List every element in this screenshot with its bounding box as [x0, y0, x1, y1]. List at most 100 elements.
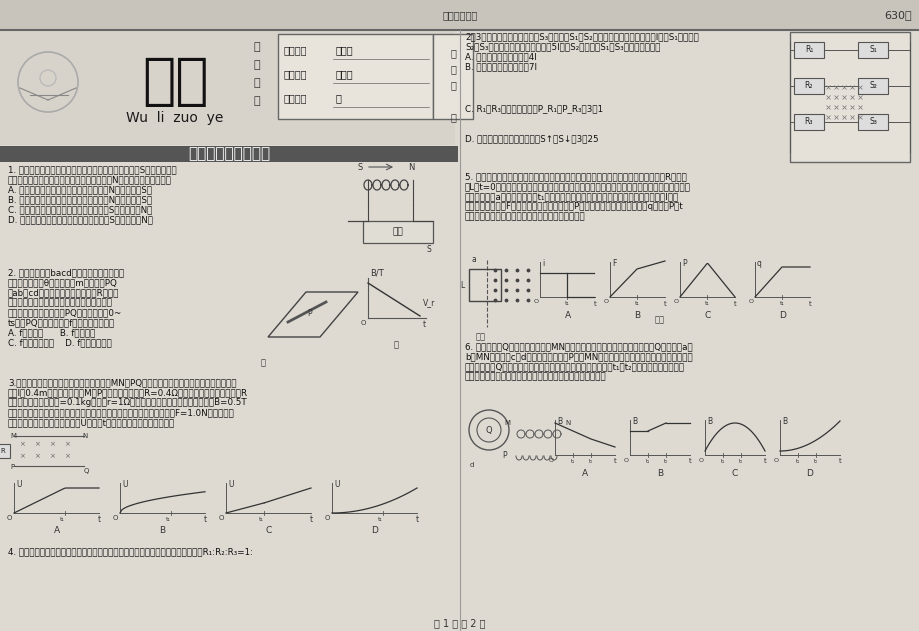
Text: U: U — [122, 480, 128, 489]
Text: B: B — [656, 469, 663, 478]
Bar — [363, 221, 433, 243]
Text: Q: Q — [84, 468, 89, 474]
Text: i: i — [541, 259, 544, 268]
Text: M: M — [504, 420, 509, 426]
Text: P: P — [502, 452, 506, 461]
Bar — [857, 42, 887, 58]
Text: S: S — [357, 163, 363, 172]
Text: S: S — [425, 245, 430, 254]
Text: ×: × — [64, 453, 70, 459]
Text: ×: × — [19, 453, 25, 459]
Text: O: O — [773, 458, 777, 463]
Text: N: N — [407, 163, 414, 172]
Bar — [433, 34, 472, 119]
Text: A: A — [53, 526, 60, 535]
Text: Wu  li  zuo  ye: Wu li zuo ye — [126, 111, 223, 125]
Text: t₂: t₂ — [664, 459, 667, 464]
Text: A. 闭合回路中感应电流为4I: A. 闭合回路中感应电流为4I — [464, 52, 536, 61]
Text: ×: × — [64, 441, 70, 447]
Text: O: O — [603, 299, 607, 304]
Text: t₁: t₁ — [704, 301, 709, 306]
Text: ts内，PQ受到的摩擦力f的变化情况可能是: ts内，PQ受到的摩擦力f的变化情况可能是 — [8, 319, 115, 327]
Text: 相距l＝0.4m，导轨的两个端M与P处用导线连接一个R=0.4Ω的电阻，现把电压表并联在R: 相距l＝0.4m，导轨的两个端M与P处用导线连接一个R=0.4Ω的电阻，现把电压… — [8, 388, 248, 397]
Text: 两端，导轨上放一质量=0.1kg，电阻r=1Ω的导体棒，整个装置处于磁感应强度B=0.5T: 两端，导轨上放一质量=0.1kg，电阻r=1Ω的导体棒，整个装置处于磁感应强度B… — [8, 398, 247, 407]
Text: 甲: 甲 — [260, 358, 266, 367]
Text: t: t — [688, 458, 690, 464]
Bar — [0, 30, 455, 145]
Text: 方向，外力大小为F，线框中电功率的瞬时值为P，通过导体横截面的电荷量为q，其中P－t: 方向，外力大小为F，线框中电功率的瞬时值为P，通过导体横截面的电荷量为q，其中P… — [464, 203, 683, 211]
Text: C: C — [732, 469, 737, 478]
Text: q: q — [756, 259, 761, 268]
Text: 第: 第 — [449, 48, 456, 58]
Text: D: D — [370, 526, 378, 535]
Text: 审核人：: 审核人： — [284, 93, 307, 103]
Text: 630二: 630二 — [883, 10, 911, 20]
Bar — [469, 269, 501, 301]
Text: t: t — [309, 515, 312, 524]
Text: t₁: t₁ — [571, 459, 574, 464]
Text: S₂、S₃闭合时，回路中感应电流为5I，当S₂断开，而S₁、S₃闭合时，可判断: S₂、S₃闭合时，回路中感应电流为5I，当S₂断开，而S₁、S₃闭合时，可判断 — [464, 42, 660, 51]
Bar — [0, 444, 10, 458]
Text: C. 电源左端为负、右端为正，线圈左端为S极，右端为N极: C. 电源左端为负、右端为正，线圈左端为S极，右端为N极 — [8, 205, 153, 215]
Text: L: L — [460, 281, 464, 290]
Text: 与ab、cd接触良好，回路的电阻为R，整个: 与ab、cd接触良好，回路的电阻为R，整个 — [8, 288, 119, 297]
Text: 图甲: 图甲 — [475, 332, 485, 341]
Text: A. f一直增大      B. f一直减小: A. f一直增大 B. f一直减小 — [8, 329, 96, 338]
Text: 核对人：: 核对人： — [284, 69, 307, 79]
Text: O: O — [533, 299, 538, 304]
Text: R₁: R₁ — [804, 45, 812, 54]
Text: D. 电源左端为正、右端为负，线圈左端为S极，右端为N极: D. 电源左端为正、右端为负，线圈左端为S极，右端为N极 — [8, 215, 153, 225]
Text: O: O — [324, 515, 329, 521]
Text: 综合四实验班: 综合四实验班 — [442, 10, 477, 20]
Text: 2. 如图甲所示，bacd为导体做成的框架，其: 2. 如图甲所示，bacd为导体做成的框架，其 — [8, 268, 124, 277]
Text: P: P — [10, 464, 14, 470]
Text: 寒: 寒 — [254, 78, 260, 88]
Text: Q: Q — [485, 425, 492, 435]
Text: t₁: t₁ — [165, 517, 170, 522]
Text: O: O — [698, 458, 703, 463]
Text: 组题人：: 组题人： — [284, 45, 307, 55]
Text: D. 上下两部分磁场的面积之比S↑：S↓为3：25: D. 上下两部分磁场的面积之比S↑：S↓为3：25 — [464, 134, 598, 143]
Text: N: N — [82, 433, 87, 439]
Text: t₁: t₁ — [645, 459, 650, 464]
Text: A: A — [564, 311, 570, 320]
Text: A: A — [582, 469, 587, 478]
Text: ×: × — [49, 441, 55, 447]
Text: 指向如图所示，其中黑色的那一端为小磁针的N极，下列判断正确的是: 指向如图所示，其中黑色的那一端为小磁针的N极，下列判断正确的是 — [8, 175, 172, 184]
Text: V_r: V_r — [423, 298, 435, 307]
Text: R₃: R₃ — [804, 117, 812, 126]
Text: B. 电源左端为负、右端为正，线圈左端为N极，右端为S极: B. 电源左端为负、右端为正，线圈左端为N极，右端为S极 — [8, 195, 152, 204]
Text: P: P — [681, 259, 686, 268]
Text: 电源: 电源 — [392, 228, 403, 237]
Text: 装置放于垂直于框架平面的变化的磁场中，磁: 装置放于垂直于框架平面的变化的磁场中，磁 — [8, 298, 113, 307]
Text: 4. 如图所示电路中，均匀变化的匀强磁场只存在于虚线框内，三个电阻阻值之比为R₁:R₂:R₃=1:: 4. 如图所示电路中，均匀变化的匀强磁场只存在于虚线框内，三个电阻阻值之比为R₁… — [8, 547, 253, 556]
Text: B: B — [159, 526, 165, 535]
Text: t₂: t₂ — [813, 459, 817, 464]
Text: t₁: t₁ — [795, 459, 800, 464]
Bar — [0, 146, 458, 162]
Text: 作业: 作业 — [142, 55, 208, 109]
Text: t₁: t₁ — [634, 301, 639, 306]
Text: D: D — [778, 311, 785, 320]
Text: O: O — [623, 458, 628, 463]
Text: C. R₁、R₃消耗的功率之比P_R₁：P_R₃为3：1: C. R₁、R₃消耗的功率之比P_R₁：P_R₃为3：1 — [464, 104, 603, 113]
Text: t: t — [732, 301, 735, 307]
Bar — [793, 78, 823, 94]
Text: U: U — [16, 480, 21, 489]
Text: t₁: t₁ — [377, 517, 382, 522]
Text: 5. 如图所示，虚线右侧存在匀强磁场，磁场方向垂直纸面向外，正方形金属框电阻为R，边长: 5. 如图所示，虚线右侧存在匀强磁场，磁场方向垂直纸面向外，正方形金属框电阻为R… — [464, 172, 686, 181]
Text: D: D — [806, 469, 812, 478]
Text: t₁: t₁ — [564, 301, 569, 306]
Text: 周: 周 — [449, 64, 456, 74]
Text: 感应强度的变化如图乙，PQ始终静止，在0~: 感应强度的变化如图乙，PQ始终静止，在0~ — [8, 309, 122, 317]
Text: O: O — [6, 515, 12, 521]
Text: 图像为抛物线，则这些量随时间变化的关系正确的是: 图像为抛物线，则这些量随时间变化的关系正确的是 — [464, 212, 585, 221]
Text: M: M — [10, 433, 16, 439]
Bar — [793, 114, 823, 130]
Text: U: U — [334, 480, 339, 489]
Text: t: t — [808, 301, 811, 307]
Bar — [278, 34, 433, 119]
Text: a: a — [471, 255, 476, 264]
Text: 的恒定加速度a进入磁场区域，t₁时刻线框全部进入磁场，规定顺时针方向为感应电流I的正: 的恒定加速度a进入磁场区域，t₁时刻线框全部进入磁场，规定顺时针方向为感应电流I… — [464, 192, 678, 201]
Bar — [857, 114, 887, 130]
